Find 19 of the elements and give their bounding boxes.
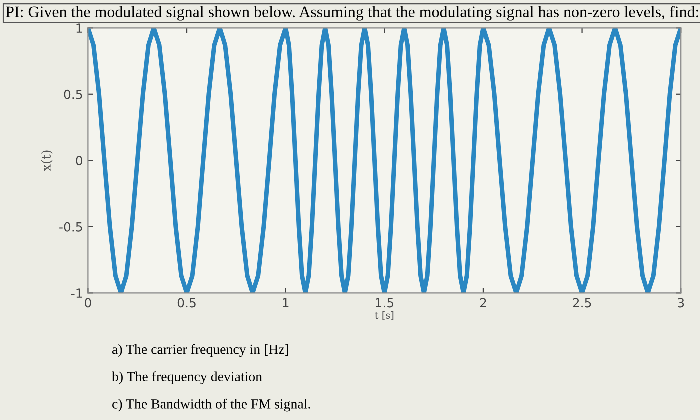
y-axis-title: x(t) bbox=[41, 150, 53, 172]
chart-title: PI: Given the modulated signal shown below. Assuming that the modulating signal has non-zero levels, find: bbox=[6, 6, 698, 21]
text: c) The Bandwidth of the FM signal. bbox=[112, 398, 310, 412]
x-tick-label: 2.5 bbox=[573, 298, 592, 308]
y-tick-label: -1 bbox=[71, 288, 82, 298]
text: a) The carrier frequency in [Hz] bbox=[112, 344, 288, 358]
text: b) The frequency deviation bbox=[112, 372, 262, 384]
x-tick-label: 3 bbox=[678, 298, 684, 308]
x-tick-label: 2 bbox=[480, 298, 486, 308]
line-series bbox=[88, 28, 682, 294]
y-tick-label: -0.5 bbox=[60, 222, 82, 232]
x-tick-label: 1.5 bbox=[376, 298, 394, 308]
y-tick-label: 1 bbox=[76, 24, 82, 33]
y-tick-label: 0.5 bbox=[64, 90, 82, 100]
x-axis-title: t [s] bbox=[375, 312, 394, 320]
y-tick-label: 0 bbox=[76, 156, 83, 166]
x-tick-label: 0.5 bbox=[178, 298, 196, 308]
x-tick-label: 0 bbox=[85, 298, 92, 308]
x-tick-label: 1 bbox=[283, 298, 289, 308]
